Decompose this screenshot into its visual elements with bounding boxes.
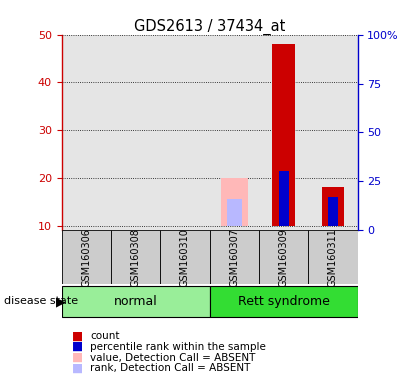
Text: GSM160307: GSM160307 xyxy=(229,228,239,287)
Bar xyxy=(308,230,358,284)
Bar xyxy=(210,286,358,317)
Text: GSM160306: GSM160306 xyxy=(81,228,91,287)
Bar xyxy=(328,197,338,226)
Bar xyxy=(322,187,344,226)
Bar xyxy=(111,35,160,230)
Bar xyxy=(62,230,111,284)
Bar xyxy=(160,230,210,284)
Text: ▶: ▶ xyxy=(55,295,65,308)
Text: GSM160309: GSM160309 xyxy=(279,228,289,287)
Text: count: count xyxy=(90,331,120,341)
Bar xyxy=(210,35,259,230)
Bar xyxy=(111,230,160,284)
Bar xyxy=(221,178,248,226)
Bar xyxy=(62,35,111,230)
Bar xyxy=(272,44,295,226)
Bar xyxy=(227,199,242,226)
Text: Rett syndrome: Rett syndrome xyxy=(238,295,330,308)
Text: ■: ■ xyxy=(72,340,83,353)
Text: rank, Detection Call = ABSENT: rank, Detection Call = ABSENT xyxy=(90,363,251,373)
Bar xyxy=(259,230,308,284)
Title: GDS2613 / 37434_at: GDS2613 / 37434_at xyxy=(134,18,285,35)
Bar xyxy=(308,35,358,230)
Text: GSM160308: GSM160308 xyxy=(131,228,141,287)
Text: normal: normal xyxy=(114,295,157,308)
Bar xyxy=(62,286,210,317)
Bar xyxy=(210,230,259,284)
Text: value, Detection Call = ABSENT: value, Detection Call = ABSENT xyxy=(90,353,256,362)
Text: ■: ■ xyxy=(72,329,83,343)
Bar xyxy=(160,35,210,230)
Text: ■: ■ xyxy=(72,351,83,364)
Text: percentile rank within the sample: percentile rank within the sample xyxy=(90,342,266,352)
Text: ■: ■ xyxy=(72,362,83,375)
Bar xyxy=(279,171,289,226)
Text: GSM160311: GSM160311 xyxy=(328,228,338,287)
Text: GSM160310: GSM160310 xyxy=(180,228,190,287)
Text: disease state: disease state xyxy=(4,296,78,306)
Bar xyxy=(259,35,308,230)
